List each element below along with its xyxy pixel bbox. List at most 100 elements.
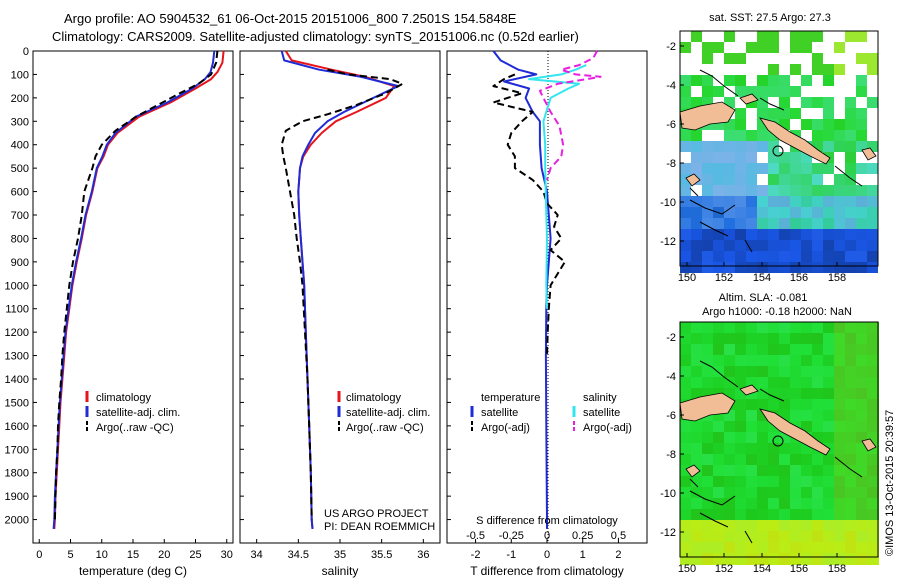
sla-cell [834,366,846,378]
sst-cell [757,75,768,86]
sst-cell [801,207,812,218]
x-tick-label: 34 [251,549,263,561]
sla-cell [691,355,703,367]
x-tick-label: 36 [417,549,429,561]
sst-cell [845,251,856,262]
sst-cell [779,119,790,130]
sla-cell [768,498,780,510]
sla-cell [845,454,857,466]
sst-cell [834,64,845,75]
sst-cell [680,97,691,108]
x-tick-label: 0 [36,549,42,561]
sla-cell [834,333,846,345]
coastline [834,165,863,187]
sst-cell [801,218,812,229]
sla-cell [834,520,846,532]
sla-cell [746,553,758,565]
sst-cell [801,42,812,53]
sla-cell [724,465,736,477]
sst-cell [757,229,768,240]
sla-cell [790,355,802,367]
sst-cell [735,229,746,240]
sla-cell [845,410,857,422]
sst-map-frame [679,30,879,267]
sla-cell [724,344,736,356]
sla-cell [680,531,692,543]
sst-cell [812,240,823,251]
s-difference-label: S difference from climatology [476,515,618,527]
sla-cell [856,355,868,367]
land-island [739,384,759,396]
sla-cell [779,443,791,455]
sla-cell [823,432,835,444]
sst-cell [790,163,801,174]
sla-cell [702,553,714,565]
sla-cell [867,454,879,466]
depth-tick-label: 800 [11,233,29,245]
sst-cell [845,108,856,119]
sla-cell [856,509,868,521]
difference-x-label: T difference from climatology [470,564,624,578]
sla-cell [735,553,747,565]
sst-cell [845,262,856,273]
sst-cell [801,119,812,130]
sla-cell [779,355,791,367]
sst-cell [856,31,867,42]
sla-cell [790,476,802,488]
sst-cell [768,251,779,262]
temperature-panel: 0100200300400500600700800900100011001200… [5,46,234,578]
depth-tick-label: 700 [11,210,29,222]
sla-cell [768,344,780,356]
sst-cell [746,251,757,262]
sst-cell [702,174,713,185]
sla-cell [746,432,758,444]
lat-tick-label: -6 [666,119,676,131]
sla-cell [834,487,846,499]
sla-cell [713,476,725,488]
sla-cell [790,531,802,543]
sla-cell [691,542,703,554]
sst-cell [790,240,801,251]
sst-cell [735,185,746,196]
salinity-panel: 34 34.5 35 35.5 36 salinity climatology sate… [239,50,441,578]
sst-cell [779,152,790,163]
sla-cell [823,366,835,378]
difference-x-axis: -2 -1 0 1 2 [447,50,621,561]
sst-cell [702,218,713,229]
sst-cell [702,75,713,86]
sst-cell [713,163,724,174]
sla-cell [867,322,879,334]
x-tick-label: 0 [544,549,550,561]
sla-cell [790,399,802,411]
sst-cell [680,130,691,141]
sla-cell [823,487,835,499]
sla-cell [768,520,780,532]
sla-cell [856,542,868,554]
sla-cell [801,542,813,554]
sst-cell [768,185,779,196]
sla-cell [834,322,846,334]
sst-cell [757,163,768,174]
sla-cell [746,454,758,466]
sla-cell [757,333,769,345]
sst-cell [790,185,801,196]
sst-cell [691,196,702,207]
sla-cell [691,421,703,433]
sla-cell [713,355,725,367]
sla-cell [856,333,868,345]
sst-cell [845,141,856,152]
sla-cell [801,355,813,367]
depth-tick-label: 1100 [5,304,29,316]
sst-cell [768,218,779,229]
sla-cell [812,421,824,433]
sst-cell [724,229,735,240]
sst-cell [812,207,823,218]
sst-cell [735,240,746,251]
sla-cell [845,520,857,532]
sst-cell [790,86,801,97]
sla-cell [845,531,857,543]
sla-cell [845,322,857,334]
sst-cell [790,42,801,53]
sla-cell [680,322,692,334]
sst-cell [856,251,867,262]
